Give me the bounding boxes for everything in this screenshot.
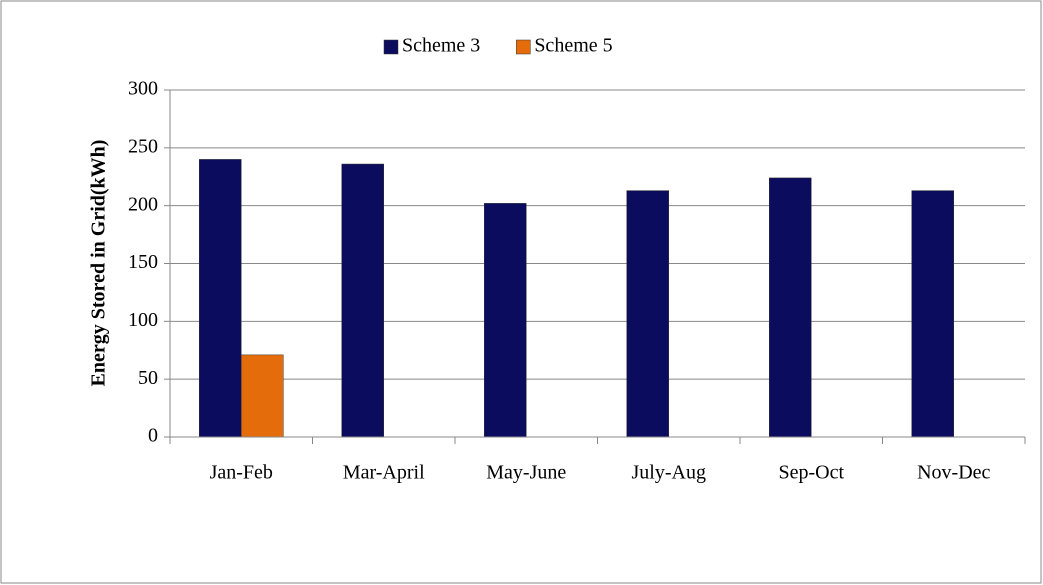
- bar: [484, 203, 527, 438]
- bar: [911, 190, 954, 438]
- x-tick-label: July-Aug: [632, 462, 706, 484]
- y-tick-label: 300: [128, 78, 158, 100]
- legend-label: Scheme 3: [402, 35, 480, 57]
- x-tick-label: May-June: [486, 462, 566, 484]
- legend-swatch: [516, 39, 531, 55]
- bar: [769, 177, 812, 438]
- y-tick-label: 150: [128, 251, 158, 273]
- y-tick-label: 0: [148, 425, 158, 447]
- y-axis-label: Energy Stored in Grid(kWh): [88, 140, 110, 387]
- bar: [341, 163, 384, 438]
- legend-label: Scheme 5: [534, 35, 612, 57]
- y-tick-label: 50: [138, 367, 158, 389]
- y-tick-label: 250: [128, 135, 158, 157]
- legend-swatch: [383, 39, 399, 55]
- y-tick-label: 200: [128, 193, 158, 215]
- x-tick-label: Sep-Oct: [778, 462, 844, 484]
- x-tick-label: Nov-Dec: [917, 462, 990, 484]
- bar: [241, 354, 284, 438]
- y-tick-label: 100: [128, 309, 158, 331]
- bar: [626, 190, 669, 438]
- bar: [199, 159, 242, 438]
- x-tick-label: Jan-Feb: [210, 462, 273, 484]
- x-tick-label: Mar-April: [343, 462, 425, 484]
